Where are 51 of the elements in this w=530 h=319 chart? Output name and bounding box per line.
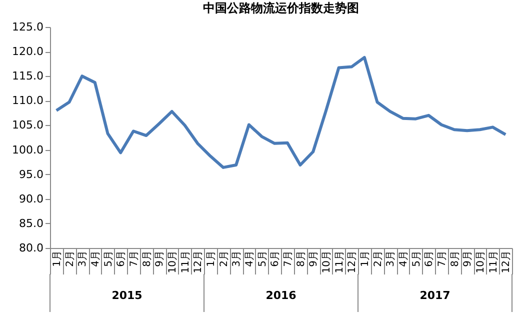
x-tick-label: 5月 [103,250,114,267]
x-tick-label: 11月 [180,250,192,274]
y-tick-label: 80.0 [19,242,44,254]
x-tick-label: 1月 [206,250,217,267]
x-tick-label: 9月 [154,250,166,267]
x-tick-label: 7月 [128,250,140,267]
y-tick-label: 85.0 [19,216,44,230]
x-tick-label: 11月 [334,250,346,274]
x-tick-label: 8月 [142,250,153,267]
text: 2015 [112,289,142,302]
x-tick-label: 5月 [411,250,422,267]
x-tick-label: 4月 [244,250,256,267]
line-series [54,56,508,169]
x-tick-label: 10月 [475,250,486,274]
x-tick-label: 4月 [398,250,410,267]
chart-title: 中国公路物流运价指数走势图 [203,1,359,15]
x-tick-label: 9月 [462,250,474,267]
x-tick-label: 7月 [436,250,448,267]
y-tick-label: 90.0 [19,192,44,206]
y-tick-label: 105.0 [12,118,44,132]
text: 2017 [420,289,450,302]
x-tick-label: 12月 [347,250,358,274]
x-tick-label: 1月 [52,250,63,267]
x-tick-label: 6月 [270,250,282,267]
x-tick-label: 6月 [116,250,128,267]
x-tick-label: 2月 [218,250,230,267]
x-tick-label: 9月 [308,250,320,267]
y-tick-label: 110.0 [12,94,44,108]
x-tick-label: 8月 [296,250,307,267]
y-tick-label: 100.0 [12,143,44,156]
y-tick-label: 125.0 [12,20,44,34]
x-tick-label: 12月 [193,250,204,274]
x-tick-label: 11月 [488,250,500,274]
y-tick-label: 115.0 [12,70,44,83]
x-tick-label: 8月 [450,250,461,267]
x-tick-label: 2月 [372,250,384,267]
x-tick-label: 1月 [360,250,371,267]
text: 2016 [266,289,297,302]
x-tick-label: 3月 [386,250,397,267]
x-tick-label: 3月 [78,250,89,267]
x-tick-label: 4月 [90,250,102,267]
x-tick-label: 2月 [64,250,76,267]
x-tick-label: 7月 [282,250,294,267]
x-tick-label: 3月 [232,250,243,267]
x-tick-label: 6月 [424,250,436,267]
x-tick-label: 12月 [501,250,512,274]
x-tick-label: 5月 [257,250,268,267]
x-tick-label: 10月 [167,250,178,274]
x-tick-label: 10月 [321,250,332,274]
y-tick-label: 95.0 [19,168,44,181]
y-tick-label: 120.0 [12,45,44,58]
